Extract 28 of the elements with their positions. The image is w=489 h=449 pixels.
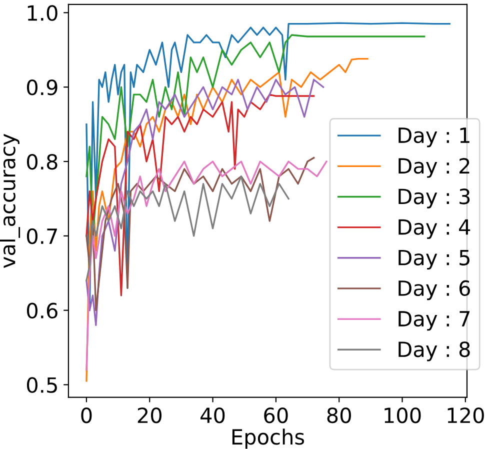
line-series	[86, 160, 328, 371]
x-tick-label: 20	[138, 407, 162, 424]
legend-label: Day : 7	[398, 311, 470, 331]
legend-label: Day : 4	[398, 219, 470, 239]
line-series	[86, 58, 368, 382]
legend-label: Day : 8	[398, 341, 470, 362]
y-tick-label: 0.8	[26, 154, 58, 170]
legend-label: Day : 5	[398, 250, 470, 270]
line-series	[86, 94, 315, 296]
x-axis-title: Epochs	[232, 428, 304, 449]
x-tick-label: 40	[200, 407, 225, 424]
x-tick-label: 120	[448, 407, 484, 424]
line-series	[86, 78, 324, 326]
y-tick-label: 0.7	[26, 228, 57, 244]
x-tick-label: 60	[264, 407, 288, 424]
legend-label: Day : 2	[398, 158, 470, 178]
x-tick-label: 0	[81, 407, 92, 424]
legend-label: Day : 1	[398, 128, 470, 148]
y-tick-label: 0.5	[26, 377, 57, 393]
x-tick-label: 100	[384, 407, 421, 424]
y-tick-label: 0.6	[26, 302, 58, 319]
legend-label: Day : 3	[398, 188, 470, 208]
line-series	[86, 156, 315, 312]
y-tick-label: 0.9	[26, 80, 58, 96]
x-tick-label: 80	[327, 407, 351, 424]
line-series	[86, 176, 290, 282]
y-tick-label: 1.0	[28, 5, 58, 21]
legend-label: Day : 6	[398, 280, 470, 300]
